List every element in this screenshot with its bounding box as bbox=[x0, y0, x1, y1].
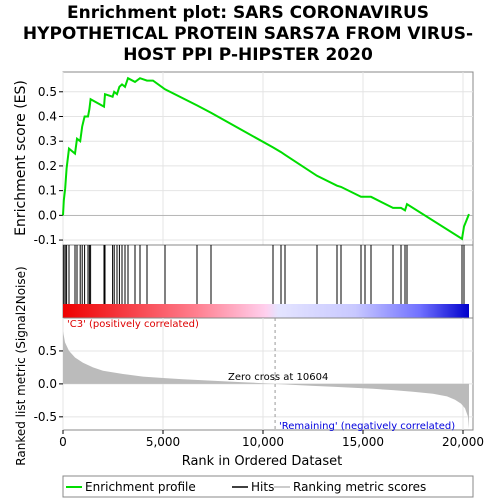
chart-title-line-2: HYPOTHETICAL PROTEIN SARS7A FROM VIRUS- bbox=[23, 24, 473, 44]
metric-y-ticks: -0.5 0.0 0.5 bbox=[34, 344, 63, 424]
zero-cross-label: Zero cross at 10604 bbox=[228, 372, 328, 383]
x-tick-label: 5,000 bbox=[146, 435, 180, 449]
hits-panel bbox=[62, 244, 474, 319]
metric-panel-background bbox=[62, 317, 474, 431]
rank-color-bar bbox=[63, 304, 469, 318]
es-y-tick-label: 0.2 bbox=[38, 159, 57, 173]
metric-y-tick-label: -0.5 bbox=[34, 410, 57, 424]
x-axis-label: Rank in Ordered Dataset bbox=[182, 454, 343, 469]
es-y-tick-label: 0.0 bbox=[38, 208, 57, 222]
metric-y-tick-label: 0.0 bbox=[38, 377, 57, 391]
ranking-metric-area bbox=[63, 331, 469, 429]
metric-panel: -0.50.00.5 'C3' (positively correlated) … bbox=[14, 266, 474, 466]
es-panel-background bbox=[62, 71, 474, 246]
chart-title-line-3: HOST PPI P-HIPSTER 2020 bbox=[123, 45, 373, 65]
legend-hits: Hits bbox=[251, 480, 274, 494]
es-y-tick-label: 0.1 bbox=[38, 184, 57, 198]
legend: Enrichment profile Hits Ranking metric s… bbox=[62, 475, 474, 498]
hit-lines bbox=[63, 245, 465, 304]
es-y-tick-label: -0.1 bbox=[34, 233, 57, 247]
chart-title-line-1: Enrichment plot: SARS CORONAVIRUS bbox=[67, 3, 429, 23]
enrichment-profile-line bbox=[62, 76, 470, 241]
legend-ranking-metric: Ranking metric scores bbox=[293, 480, 426, 494]
x-tick-label: 10,000 bbox=[242, 435, 284, 449]
x-tick-label: 20,000 bbox=[442, 435, 484, 449]
negative-correlation-label: 'Remaining' (negatively correlated) bbox=[279, 421, 455, 432]
x-axis-ticks: 0 5,000 10,000 15,000 20,000 bbox=[59, 430, 484, 449]
x-tick-label: 15,000 bbox=[342, 435, 384, 449]
positive-correlation-label: 'C3' (positively correlated) bbox=[67, 319, 199, 330]
es-panel: -0.1 0.0 0.1 0.2 0.3 0.4 0.5 Enrichment score … bbox=[13, 71, 474, 247]
es-y-tick-label: 0.4 bbox=[38, 109, 57, 123]
es-y-ticks: -0.1 0.0 0.1 0.2 0.3 0.4 0.5 bbox=[34, 85, 63, 247]
legend-enrichment-profile: Enrichment profile bbox=[85, 480, 196, 494]
legend-box bbox=[62, 475, 474, 498]
x-tick-label: 0 bbox=[59, 435, 67, 449]
metric-y-axis-label: Ranked list metric (Signal2Noise) bbox=[14, 266, 28, 465]
es-y-axis-label: Enrichment score (ES) bbox=[13, 80, 29, 236]
es-y-tick-label: 0.3 bbox=[38, 134, 57, 148]
metric-y-tick-label: 0.5 bbox=[38, 344, 57, 358]
es-y-tick-label: 0.5 bbox=[38, 85, 57, 99]
